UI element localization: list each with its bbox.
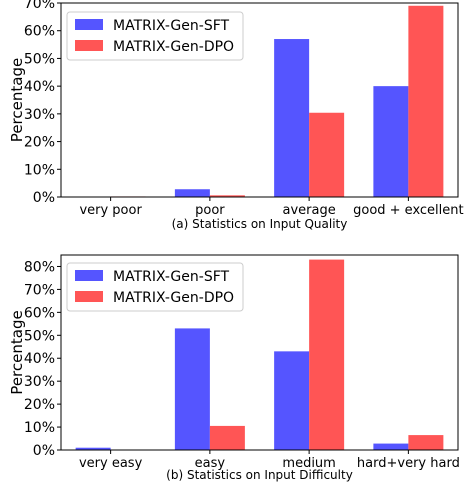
y-tick-label: 0% — [33, 443, 55, 459]
y-axis-label: Percentage — [8, 58, 26, 142]
legend-label: MATRIX-Gen-SFT — [113, 18, 230, 34]
legend-swatch — [75, 291, 103, 302]
chart-caption: (a) Statistics on Input Quality — [172, 217, 348, 231]
y-tick-label: 10% — [24, 162, 55, 178]
y-tick-label: 20% — [24, 135, 55, 151]
y-tick-label: 70% — [24, 0, 55, 12]
bar-matrix-gen-sft-0 — [75, 447, 111, 450]
x-tick-label: very poor — [79, 203, 142, 218]
legend-swatch — [75, 270, 103, 281]
bar-matrix-gen-sft-1 — [174, 328, 210, 450]
y-tick-label: 50% — [24, 328, 55, 344]
x-tick-label: average — [283, 203, 336, 218]
y-tick-label: 30% — [24, 374, 55, 390]
y-tick-label: 20% — [24, 397, 55, 413]
y-tick-label: 30% — [24, 107, 55, 123]
x-tick-label: good + excellent — [353, 203, 464, 218]
bar-matrix-gen-sft-3 — [373, 443, 409, 450]
bar-matrix-gen-sft-1 — [174, 189, 210, 197]
y-tick-label: 10% — [24, 420, 55, 436]
y-tick-label: 40% — [24, 79, 55, 95]
bar-matrix-gen-sft-3 — [373, 86, 409, 197]
x-tick-label: easy — [195, 456, 226, 471]
legend-box — [66, 11, 244, 61]
legend-label: MATRIX-Gen-SFT — [113, 269, 230, 285]
y-tick-label: 50% — [24, 51, 55, 67]
y-axis-label: Percentage — [8, 310, 26, 394]
bar-matrix-gen-dpo-1 — [209, 425, 245, 450]
chart-caption: (b) Statistics on Input Difficulty — [166, 468, 353, 482]
bar-matrix-gen-dpo-2 — [309, 259, 345, 450]
plot-frame — [60, 2, 459, 198]
y-tick-label: 40% — [24, 351, 55, 367]
x-tick-label: very easy — [79, 456, 143, 471]
y-tick-label: 60% — [24, 305, 55, 321]
y-tick-label: 70% — [24, 282, 55, 298]
bar-matrix-gen-sft-2 — [274, 39, 310, 197]
bar-matrix-gen-dpo-2 — [309, 112, 345, 197]
x-tick-label: hard+very hard — [357, 456, 460, 471]
x-tick-label: medium — [282, 456, 335, 471]
y-tick-label: 80% — [24, 259, 55, 275]
bar-matrix-gen-sft-2 — [274, 351, 310, 450]
y-tick-label: 60% — [24, 24, 55, 40]
legend-swatch — [75, 19, 103, 30]
plot-frame — [60, 254, 459, 451]
legend-label: MATRIX-Gen-DPO — [113, 290, 234, 306]
legend-label: MATRIX-Gen-DPO — [113, 39, 234, 55]
bar-matrix-gen-dpo-1 — [209, 195, 245, 197]
chart-b: 0% 10% 20% 30% 40% 50% 60% 70% 80% very easy easy m… — [8, 254, 460, 482]
bar-matrix-gen-dpo-3 — [408, 435, 444, 450]
x-tick-label: poor — [195, 203, 225, 218]
legend-box — [66, 262, 244, 312]
y-tick-label: 0% — [33, 190, 55, 206]
bar-matrix-gen-dpo-3 — [408, 5, 444, 197]
chart-a: 0% 10% 20% 30% 40% 50% 60% 70% very poor poor aver… — [8, 0, 464, 231]
legend-swatch — [75, 40, 103, 51]
